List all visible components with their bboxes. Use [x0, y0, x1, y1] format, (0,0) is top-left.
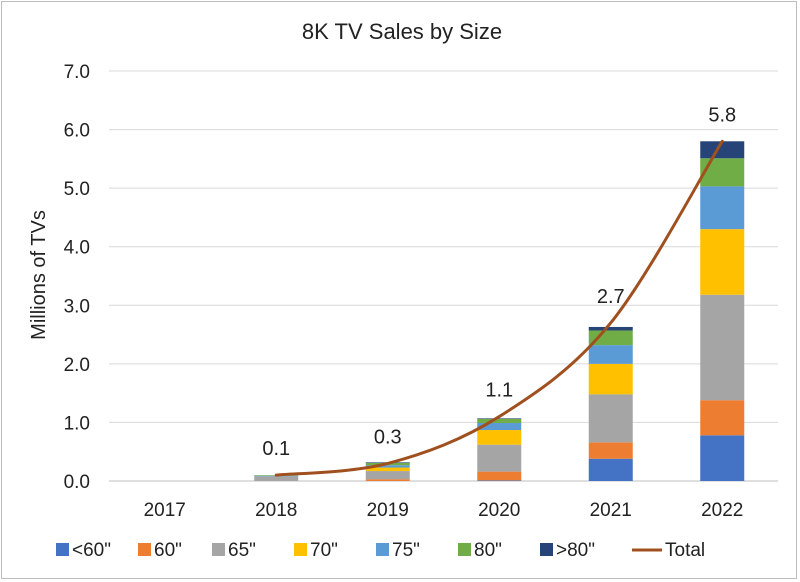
bar-segment: [588, 345, 633, 364]
bar-segment: [700, 158, 745, 187]
y-tick-label: 5.0: [64, 179, 90, 200]
bar-segment: [254, 476, 299, 481]
bar-segment: [700, 186, 745, 230]
legend-label: 70": [310, 540, 338, 561]
legend-label: 75": [392, 540, 420, 561]
bar-segment: [365, 471, 410, 480]
y-tick-label: 2.0: [64, 355, 90, 376]
x-axis-ticks: 2017 2018 2019 2020 2021 2022: [144, 500, 744, 521]
legend-label: 60": [154, 540, 182, 561]
bar-segment: [477, 471, 522, 481]
legend-label: 80": [474, 540, 502, 561]
legend-swatch: [540, 543, 553, 556]
y-tick-label: 0.0: [64, 472, 90, 493]
total-data-label: 0.1: [262, 438, 290, 460]
bar-segment: [477, 418, 522, 419]
y-tick-label: 6.0: [64, 121, 90, 142]
bar-segment: [477, 430, 522, 445]
x-tick-label: 2021: [590, 500, 632, 521]
bar-segment: [365, 465, 410, 468]
bar-segment: [588, 330, 633, 346]
bars: [254, 141, 745, 481]
bar-segment: [700, 400, 745, 436]
legend-label: <60": [72, 540, 111, 561]
bar-segment: [365, 467, 410, 472]
data-labels: 0.1 0.3 1.1 2.7 5.8: [262, 104, 736, 460]
bar-segment: [700, 294, 745, 401]
bar-segment: [588, 363, 633, 395]
legend-swatch: [294, 543, 307, 556]
bar-segment: [588, 442, 633, 459]
y-axis-title: Millions of TVs: [28, 210, 50, 340]
legend-swatch: [376, 543, 389, 556]
bar-segment: [477, 444, 522, 472]
chart-title: 8K TV Sales by Size: [302, 19, 502, 44]
bar-segment: [588, 458, 633, 481]
total-data-label: 1.1: [485, 380, 513, 402]
legend-label: >80": [556, 540, 595, 561]
x-tick-label: 2019: [367, 500, 409, 521]
x-tick-label: 2018: [255, 500, 297, 521]
y-tick-label: 4.0: [64, 238, 90, 259]
legend-swatch: [138, 543, 151, 556]
legend-swatch: [212, 543, 225, 556]
bar-segment: [477, 418, 522, 424]
bar-segment: [588, 326, 633, 331]
bar-segment: [588, 394, 633, 443]
x-tick-label: 2022: [701, 500, 743, 521]
bar-segment: [700, 435, 745, 481]
legend-swatch: [56, 543, 69, 556]
x-tick-label: 2020: [478, 500, 520, 521]
legend-label: 65": [228, 540, 256, 561]
total-data-label: 0.3: [374, 426, 402, 448]
gridlines: [109, 70, 778, 482]
total-data-label: 5.8: [708, 104, 736, 126]
legend: <60" 60" 65" 70" 75" 80" >80" Total: [56, 540, 705, 561]
y-axis-ticks: 0.0 1.0 2.0 3.0 4.0 5.0 6.0 7.0: [64, 62, 90, 493]
bar-segment: [477, 423, 522, 431]
total-line: [274, 139, 724, 477]
bar-segment: [700, 141, 745, 159]
legend-label: Total: [665, 540, 705, 561]
y-tick-label: 1.0: [64, 413, 90, 434]
bar-segment: [477, 480, 522, 481]
legend-swatch: [458, 543, 471, 556]
total-series-line: [274, 139, 724, 477]
bar-segment: [365, 479, 410, 481]
x-tick-label: 2017: [144, 500, 186, 521]
y-tick-label: 3.0: [64, 296, 90, 317]
y-tick-label: 7.0: [64, 62, 90, 83]
total-data-label: 2.7: [597, 286, 625, 308]
bar-segment: [700, 229, 745, 295]
